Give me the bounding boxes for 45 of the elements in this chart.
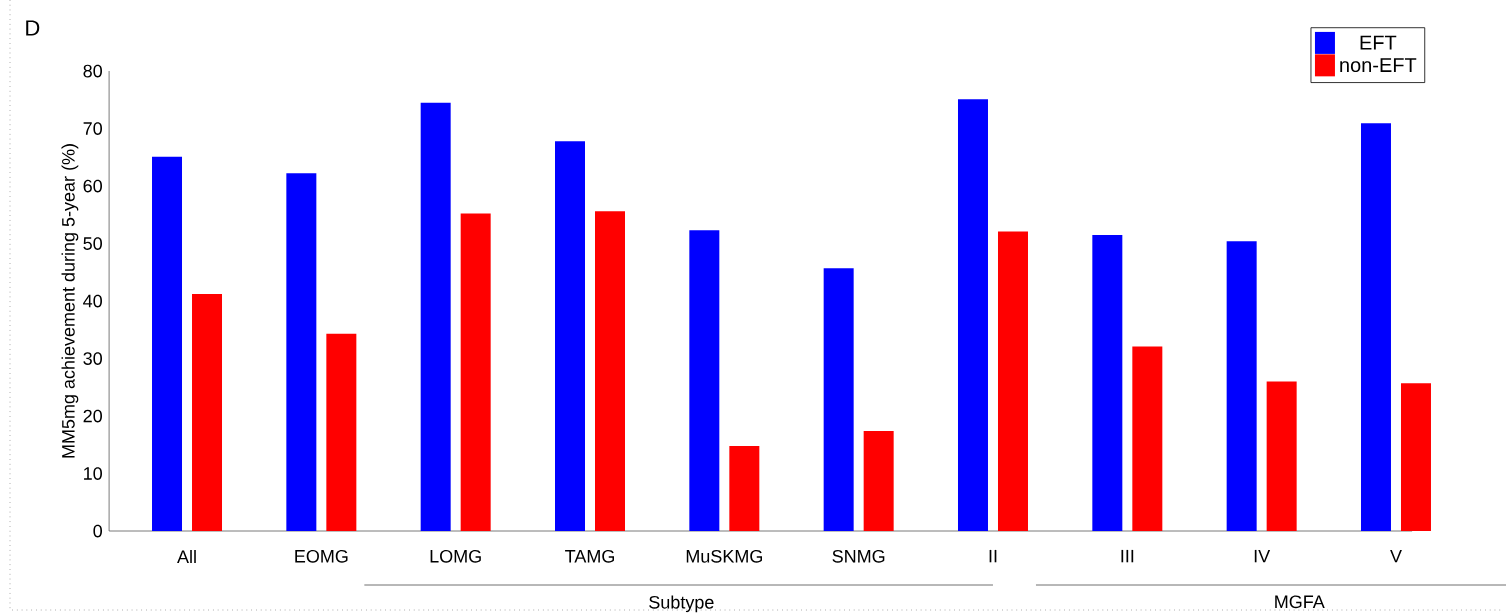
bar (689, 230, 720, 531)
x-tick-label: IV (1254, 549, 1271, 563)
bar (729, 445, 760, 531)
bar (286, 173, 317, 531)
y-axis-title: MM5mg achievement during 5-year (%) (61, 144, 79, 458)
bar (863, 430, 894, 531)
bar (1226, 241, 1257, 531)
text: Subtype (649, 595, 714, 613)
bar (152, 156, 183, 531)
bar (595, 211, 625, 531)
x-tick-label: II (989, 549, 997, 563)
x-tick-label: V (1390, 549, 1402, 563)
bar (192, 294, 223, 531)
x-tick-label: TAMG (565, 549, 614, 563)
x-tick-label: LOMG (430, 549, 481, 563)
bar (1400, 383, 1431, 531)
text: D (26, 20, 40, 36)
text: MGFA (1275, 595, 1325, 609)
bar (420, 102, 451, 531)
y-tick-label: 60 (83, 179, 102, 193)
y-tick-label: 30 (83, 352, 102, 365)
x-tick-label: EOMG (295, 549, 348, 563)
legend-label: non-EFT (1340, 58, 1417, 73)
bar (1360, 123, 1391, 531)
legend-label: EFT (1360, 35, 1397, 50)
bar (1132, 346, 1163, 531)
bar (1092, 234, 1123, 531)
x-tick-label: MuSKMG (686, 549, 762, 563)
bar (997, 231, 1028, 531)
bar (957, 99, 988, 531)
y-tick-label: 10 (84, 467, 102, 480)
bar (823, 268, 854, 531)
y-tick-label: 0 (93, 524, 102, 538)
x-tick-label: All (177, 549, 196, 563)
bar (326, 333, 357, 531)
y-tick-label: 40 (83, 294, 102, 308)
x-tick-label: SNMG (832, 549, 885, 563)
y-tick-label: 70 (83, 122, 102, 135)
bar (1266, 381, 1297, 531)
y-tick-label: 20 (83, 409, 102, 423)
y-tick-label: 80 (83, 64, 102, 78)
bar (460, 213, 491, 531)
bar (555, 141, 585, 531)
x-tick-label: III (1121, 549, 1134, 563)
y-tick-label: 50 (83, 237, 102, 250)
